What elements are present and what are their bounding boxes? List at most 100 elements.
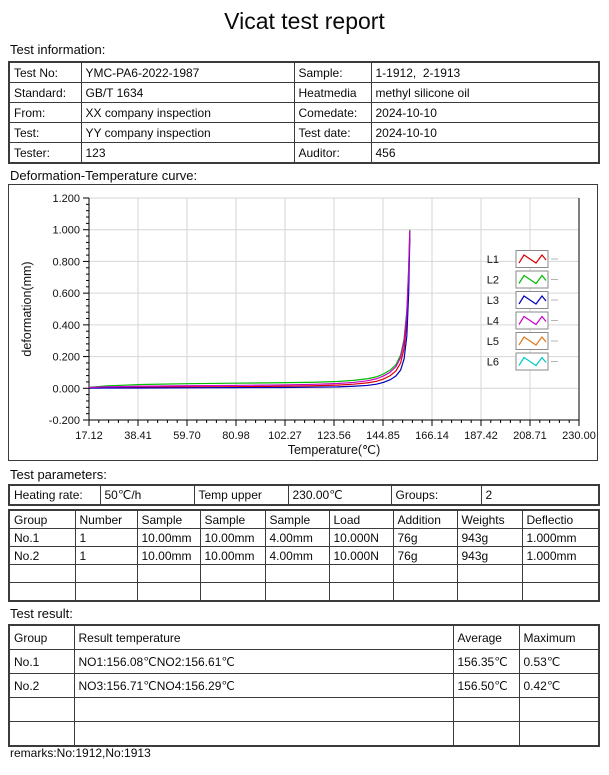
y-tick-label: 0.200: [52, 352, 80, 364]
legend-item-L6[interactable]: L6: [487, 352, 558, 371]
params-cell: [74, 564, 138, 583]
result-row: [8, 721, 600, 747]
y-tick-label: 0.600: [52, 288, 80, 300]
legend-item-L5[interactable]: L5: [487, 332, 558, 350]
info-cell: GB/T 1634: [80, 82, 295, 103]
params-cell: Load: [328, 509, 394, 529]
y-axis-label: deformation(mm): [20, 261, 34, 356]
legend-swatch-line: [518, 356, 547, 367]
legend-label: L6: [487, 357, 499, 369]
params-cell: 1: [74, 546, 138, 565]
params-cell: 10.00mm: [136, 546, 201, 565]
legend-item-L1[interactable]: L1: [487, 250, 558, 268]
result-cell: Average: [452, 624, 520, 650]
info-cell: XX company inspection: [80, 102, 295, 123]
curve-L3: [88, 237, 411, 389]
heating-cell: 2: [480, 484, 600, 506]
chart-canvas: -0.200 0.000 0.200 0.400 0.600 0.800 1.000 1.20…: [20, 193, 596, 457]
params-cell: [392, 564, 458, 583]
info-cell: 123: [80, 142, 295, 164]
legend-item-L2[interactable]: L2: [487, 270, 558, 289]
info-cell: Test:: [8, 122, 82, 143]
x-tick-label: 17.12: [75, 430, 103, 442]
result-row: [8, 697, 600, 722]
params-cell: 76g: [392, 528, 458, 547]
legend-swatch-line: [518, 315, 547, 326]
result-cell: 0.53℃: [518, 649, 600, 674]
params-cell: [264, 582, 330, 602]
test-result-table: Group Result temperature Average Maximum No.…: [8, 624, 600, 747]
result-cell: 156.35℃: [452, 649, 520, 674]
heating-rate-table: Heating rate: 50℃/h Temp upper 230.00℃ Group…: [8, 484, 600, 506]
x-tick-label: 80.98: [222, 430, 250, 442]
result-cell: Maximum: [518, 624, 600, 650]
x-tick-label: 187.42: [464, 430, 498, 442]
page-title: Vicat test report: [224, 8, 385, 34]
info-cell: Heatmedia: [293, 82, 372, 103]
info-cell: YMC-PA6-2022-1987: [80, 61, 295, 83]
section-label-test-parameters: Test parameters:: [10, 467, 107, 482]
info-cell: From:: [8, 102, 82, 123]
heating-cell: Heating rate:: [8, 484, 101, 506]
x-tick-label: 208.71: [513, 430, 547, 442]
params-cell: [392, 582, 458, 602]
heating-row: Heating rate: 50℃/h Temp upper 230.00℃ Group…: [8, 484, 600, 506]
params-cell: 10.00mm: [199, 546, 266, 565]
y-tick-label: 1.000: [52, 225, 80, 237]
legend-swatch-line: [518, 274, 547, 285]
test-parameters-table: Group Number Sample Sample Sample Load Additio…: [8, 509, 600, 602]
params-cell: [74, 582, 138, 602]
params-cell: Group: [8, 509, 76, 529]
result-cell: [8, 697, 75, 722]
result-row: No.1 NO1:156.08℃NO2:156.61℃ 156.35℃ 0.53℃: [8, 649, 600, 674]
section-label-test-information: Test information:: [10, 42, 106, 57]
info-cell: Standard:: [8, 82, 82, 103]
x-tick-label: 123.56: [317, 430, 351, 442]
result-cell: [73, 721, 454, 747]
info-cell: methyl silicone oil: [370, 82, 600, 103]
params-cell: No.2: [8, 546, 76, 565]
y-tick-label: 1.200: [52, 193, 80, 205]
params-cell: [521, 564, 600, 583]
params-cell: 1.000mm: [521, 528, 600, 547]
params-cell: Sample: [199, 509, 266, 529]
result-cell: NO1:156.08℃NO2:156.61℃: [73, 649, 454, 674]
params-cell: [199, 564, 266, 583]
result-cell: Group: [8, 624, 75, 650]
x-axis-label: Temperature(℃): [288, 443, 381, 457]
params-cell: [199, 582, 266, 602]
info-row: Test: YY company inspection Test date: 2024…: [8, 122, 600, 143]
params-cell: [521, 582, 600, 602]
params-cell: 4.00mm: [264, 546, 330, 565]
heating-cell: 50℃/h: [99, 484, 195, 506]
result-cell: NO3:156.71℃NO4:156.29℃: [73, 673, 454, 698]
info-row: Test No: YMC-PA6-2022-1987 Sample: 1-1912, …: [8, 61, 600, 83]
params-cell: 10.00mm: [136, 528, 201, 547]
info-row: Tester: 123 Auditor: 456: [8, 142, 600, 164]
params-cell: 10.000N: [328, 528, 394, 547]
heating-cell: Temp upper: [193, 484, 289, 506]
y-tick-label: -0.200: [49, 415, 80, 427]
result-cell: No.2: [8, 673, 75, 698]
legend-item-L3[interactable]: L3: [487, 291, 558, 309]
params-cell: 10.00mm: [199, 528, 266, 547]
params-cell: [136, 564, 201, 583]
legend-swatch-line: [518, 254, 547, 264]
section-label-test-result: Test result:: [10, 606, 73, 621]
section-label-curve: Deformation-Temperature curve:: [10, 168, 198, 183]
result-cell: Result temperature: [73, 624, 454, 650]
info-cell: 1-1912, 2-1913: [370, 61, 600, 83]
result-cell: [452, 697, 520, 722]
params-cell: 1.000mm: [521, 546, 600, 565]
result-cell: [8, 721, 75, 747]
legend-label: L5: [487, 336, 499, 348]
info-cell: 456: [370, 142, 600, 164]
legend-item-L4[interactable]: L4: [487, 311, 558, 330]
legend-swatch-line: [518, 295, 547, 305]
params-header-row: Group Number Sample Sample Sample Load Additio…: [8, 509, 600, 529]
params-row: [8, 582, 600, 602]
result-cell: 0.42℃: [518, 673, 600, 698]
info-cell: Auditor:: [293, 142, 372, 164]
curve-L2: [88, 229, 411, 388]
